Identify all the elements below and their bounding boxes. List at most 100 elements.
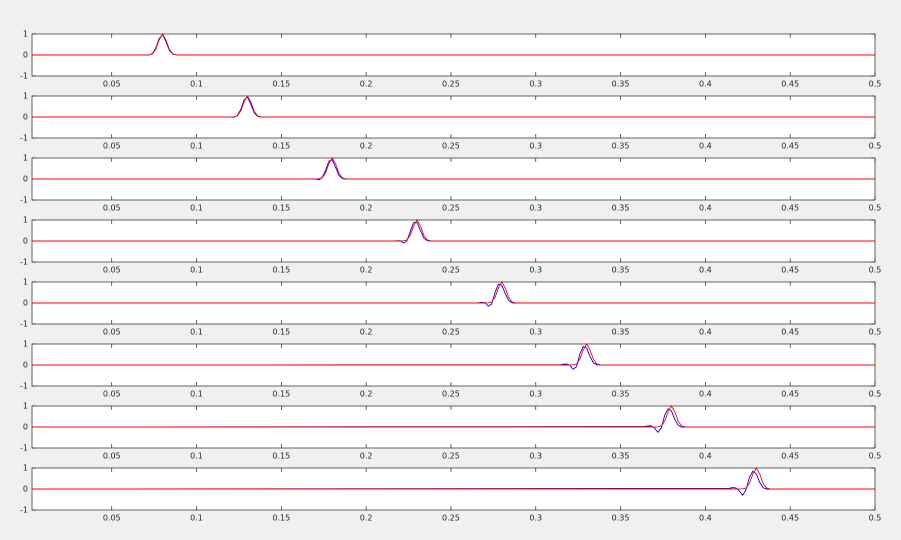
y-tick-label: 1 (23, 216, 28, 225)
x-tick-label: 0.45 (781, 142, 799, 151)
x-tick-label: 0.25 (442, 390, 460, 399)
x-tick-label: 0.25 (442, 142, 460, 151)
x-tick-label: 0.2 (360, 80, 373, 89)
x-tick-label: 0.4 (699, 80, 712, 89)
x-tick-label: 0.3 (529, 204, 542, 213)
axes-box (31, 467, 876, 511)
x-tick-label: 0.45 (781, 266, 799, 275)
x-tick-label: 0.3 (529, 390, 542, 399)
axes-box (31, 281, 876, 325)
y-tick-label: 1 (23, 154, 28, 163)
x-tick-label: 0.2 (360, 266, 373, 275)
x-tick-label: 0.4 (699, 142, 712, 151)
x-tick-label: 0.45 (781, 204, 799, 213)
x-tick-label: 0.1 (190, 142, 203, 151)
y-tick-label: 0 (23, 423, 28, 432)
axes-box (31, 33, 876, 77)
x-tick-label: 0.4 (699, 390, 712, 399)
x-tick-label: 0.05 (103, 80, 121, 89)
x-tick-label: 0.15 (272, 80, 290, 89)
x-tick-label: 0.4 (699, 328, 712, 337)
x-tick-label: 0.15 (272, 204, 290, 213)
x-tick-label: 0.5 (869, 80, 882, 89)
x-tick-label: 0.45 (781, 452, 799, 461)
y-tick-label: -1 (20, 320, 28, 329)
x-tick-label: 0.5 (869, 204, 882, 213)
y-tick-label: 0 (23, 361, 28, 370)
x-tick-label: 0.35 (612, 514, 630, 523)
x-tick-label: 0.25 (442, 328, 460, 337)
x-tick-label: 0.1 (190, 390, 203, 399)
x-tick-label: 0.2 (360, 328, 373, 337)
x-tick-label: 0.2 (360, 390, 373, 399)
x-tick-label: 0.35 (612, 142, 630, 151)
x-tick-label: 0.35 (612, 390, 630, 399)
x-tick-label: 0.1 (190, 80, 203, 89)
x-tick-label: 0.05 (103, 204, 121, 213)
x-tick-label: 0.05 (103, 266, 121, 275)
x-tick-label: 0.1 (190, 204, 203, 213)
axes-box (31, 95, 876, 139)
y-tick-label: 1 (23, 30, 28, 39)
y-tick-label: 1 (23, 340, 28, 349)
x-tick-label: 0.45 (781, 80, 799, 89)
x-tick-label: 0.15 (272, 452, 290, 461)
y-tick-label: 1 (23, 464, 28, 473)
x-tick-label: 0.5 (869, 328, 882, 337)
x-tick-label: 0.2 (360, 204, 373, 213)
x-tick-label: 0.1 (190, 328, 203, 337)
axes-box (31, 219, 876, 263)
x-tick-label: 0.25 (442, 266, 460, 275)
x-tick-label: 0.05 (103, 142, 121, 151)
x-tick-label: 0.1 (190, 514, 203, 523)
y-tick-label: 0 (23, 299, 28, 308)
x-tick-label: 0.25 (442, 80, 460, 89)
axes-box (31, 405, 876, 449)
x-tick-label: 0.2 (360, 514, 373, 523)
y-tick-label: -1 (20, 382, 28, 391)
y-tick-label: 0 (23, 485, 28, 494)
x-tick-label: 0.1 (190, 452, 203, 461)
x-tick-label: 0.15 (272, 266, 290, 275)
x-tick-label: 0.35 (612, 452, 630, 461)
x-tick-label: 0.05 (103, 390, 121, 399)
x-tick-label: 0.4 (699, 266, 712, 275)
x-tick-label: 0.2 (360, 452, 373, 461)
x-tick-label: 0.25 (442, 452, 460, 461)
y-tick-label: 1 (23, 278, 28, 287)
x-tick-label: 0.5 (869, 142, 882, 151)
x-tick-label: 0.5 (869, 390, 882, 399)
y-tick-label: -1 (20, 258, 28, 267)
x-tick-label: 0.5 (869, 266, 882, 275)
x-tick-label: 0.5 (869, 514, 882, 523)
x-tick-label: 0.15 (272, 142, 290, 151)
x-tick-label: 0.45 (781, 328, 799, 337)
x-tick-label: 0.1 (190, 266, 203, 275)
x-tick-label: 0.05 (103, 328, 121, 337)
y-tick-label: 0 (23, 237, 28, 246)
axes-box (31, 343, 876, 387)
x-tick-label: 0.15 (272, 328, 290, 337)
x-tick-label: 0.15 (272, 390, 290, 399)
y-tick-label: -1 (20, 444, 28, 453)
x-tick-label: 0.05 (103, 452, 121, 461)
y-tick-label: -1 (20, 196, 28, 205)
x-tick-label: 0.3 (529, 142, 542, 151)
x-tick-label: 0.35 (612, 80, 630, 89)
x-tick-label: 0.25 (442, 204, 460, 213)
y-tick-label: -1 (20, 506, 28, 515)
x-tick-label: 0.3 (529, 80, 542, 89)
y-tick-label: 0 (23, 51, 28, 60)
x-tick-label: 0.15 (272, 514, 290, 523)
y-tick-label: -1 (20, 72, 28, 81)
x-tick-label: 0.5 (869, 452, 882, 461)
x-tick-label: 0.45 (781, 514, 799, 523)
x-tick-label: 0.35 (612, 266, 630, 275)
x-tick-label: 0.35 (612, 328, 630, 337)
y-tick-label: 0 (23, 113, 28, 122)
x-tick-label: 0.4 (699, 514, 712, 523)
x-tick-label: 0.45 (781, 390, 799, 399)
x-tick-label: 0.05 (103, 514, 121, 523)
x-tick-label: 0.25 (442, 514, 460, 523)
x-tick-label: 0.35 (612, 204, 630, 213)
